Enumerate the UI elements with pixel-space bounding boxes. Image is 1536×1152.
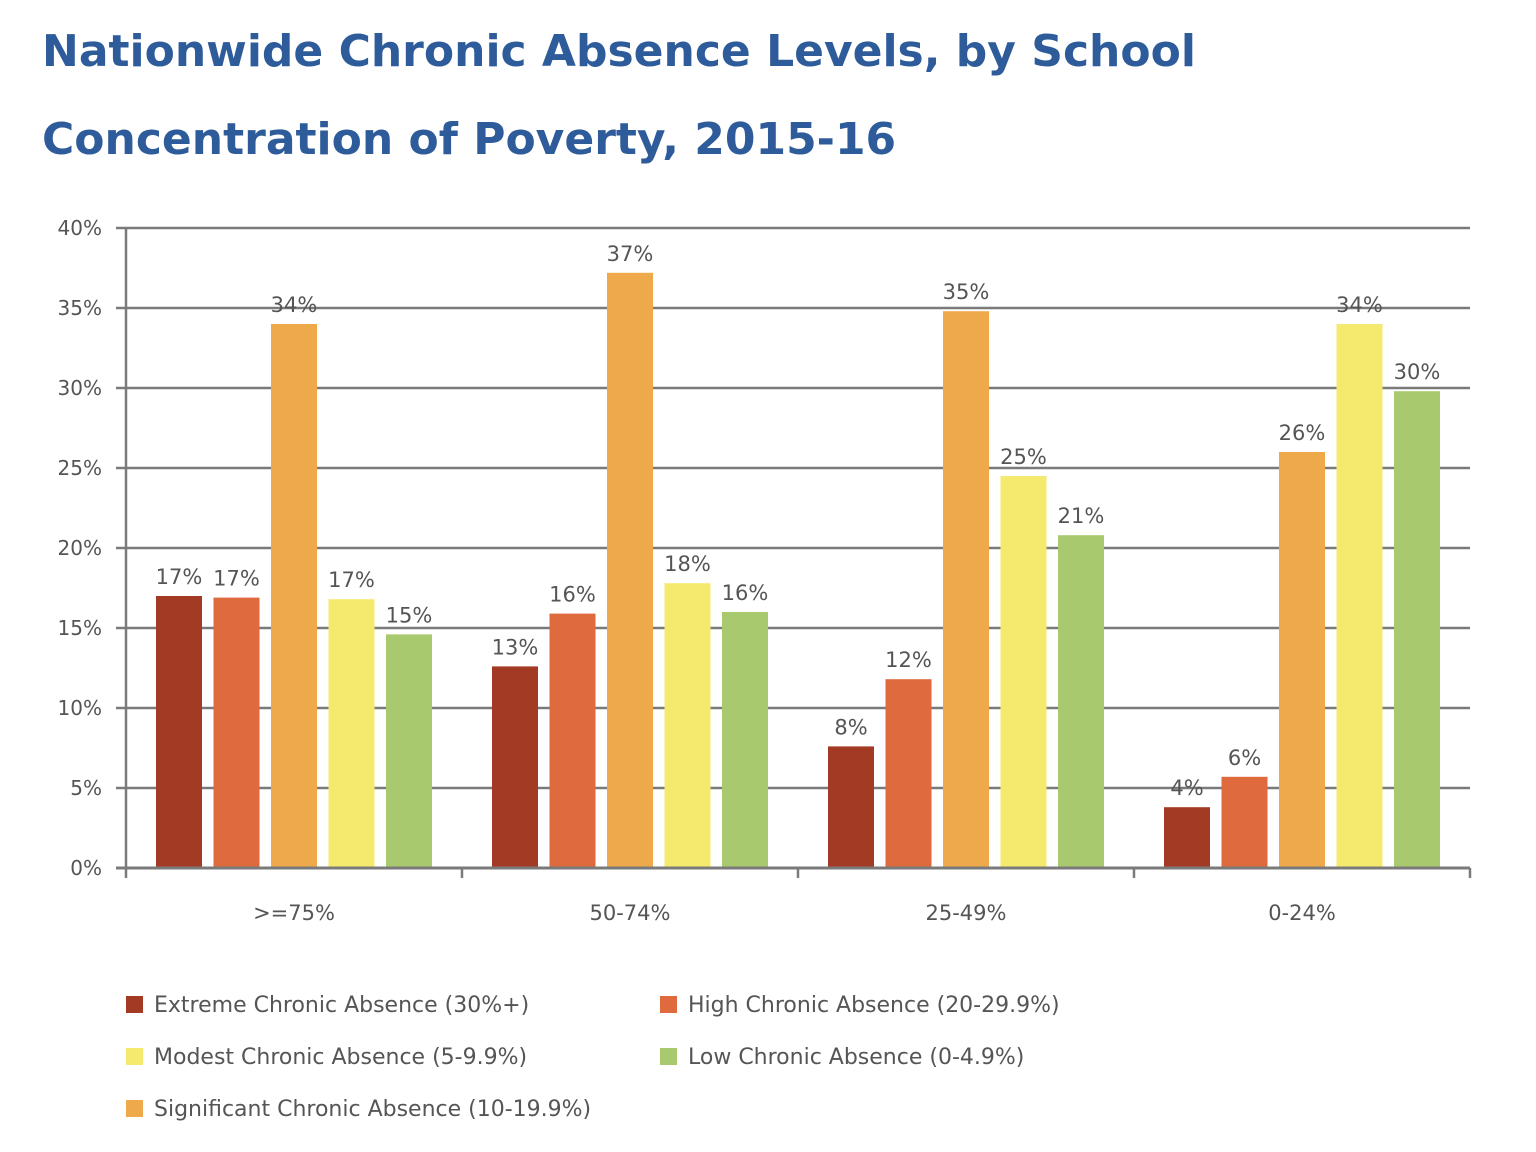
bar <box>1336 324 1383 868</box>
bar <box>271 324 317 868</box>
bar <box>386 634 432 868</box>
y-tick-label: 35% <box>58 296 102 320</box>
data-label: 16% <box>549 583 596 607</box>
y-tick-label: 25% <box>58 456 102 480</box>
bar <box>549 613 596 868</box>
legend-label: Extreme Chronic Absence (30%+) <box>154 993 529 1018</box>
y-tick-label: 15% <box>58 616 102 640</box>
legend-label: Modest Chronic Absence (5-9.9%) <box>154 1045 527 1070</box>
data-label: 21% <box>1058 504 1105 528</box>
y-tick-label: 5% <box>70 776 102 800</box>
axes: 0% 5% 10% 15% 20% 25% 30% 35% 40% >=75% 50-74% 25-4… <box>58 216 1472 925</box>
data-label: 25% <box>1000 445 1047 469</box>
data-label: 18% <box>664 552 711 576</box>
bar <box>943 311 989 868</box>
legend-swatch <box>126 996 143 1013</box>
legend-label: Low Chronic Absence (0-4.9%) <box>688 1045 1024 1070</box>
data-label: 8% <box>834 715 867 739</box>
bar <box>664 583 711 868</box>
bar <box>607 272 653 868</box>
legend-swatch <box>660 996 677 1013</box>
data-label: 4% <box>1170 776 1203 800</box>
bar <box>1279 452 1325 868</box>
bar <box>885 679 932 868</box>
data-label: 17% <box>156 565 203 589</box>
y-tick-label: 20% <box>58 536 102 560</box>
data-label: 34% <box>1336 293 1383 317</box>
data-label: 26% <box>1279 421 1326 445</box>
legend: Extreme Chronic Absence (30%+) High Chron… <box>126 993 1060 1122</box>
x-category-label: 0-24% <box>1268 901 1336 925</box>
data-label: 13% <box>492 635 539 659</box>
legend-swatch <box>126 1100 143 1117</box>
legend-label: Significant Chronic Absence (10-19.9%) <box>154 1097 591 1122</box>
bar <box>492 666 538 868</box>
legend-swatch <box>660 1048 677 1065</box>
bar <box>1000 476 1047 868</box>
data-label: 16% <box>722 581 769 605</box>
data-label: 6% <box>1228 746 1261 770</box>
y-tick-label: 30% <box>58 376 102 400</box>
bar <box>828 746 874 868</box>
data-label: 12% <box>885 648 932 672</box>
bar <box>722 612 768 868</box>
data-label: 15% <box>386 603 433 627</box>
data-label: 34% <box>271 293 318 317</box>
data-label: 17% <box>213 567 260 591</box>
bar <box>1164 807 1210 868</box>
bar <box>1221 776 1268 868</box>
x-category-label: >=75% <box>253 901 335 925</box>
bar <box>328 599 375 868</box>
bar <box>1058 535 1104 868</box>
bars <box>156 272 1440 868</box>
data-label: 37% <box>607 242 654 266</box>
gridlines <box>126 226 1470 790</box>
legend-swatch <box>126 1048 143 1065</box>
y-tick-label: 0% <box>70 856 102 880</box>
y-tick-label: 10% <box>58 696 102 720</box>
data-labels: 17% 13% 8% 4% 17% 16% 12% 6% 34% 37% 35% 26% 17% 18% 2… <box>156 242 1441 800</box>
data-label: 35% <box>943 280 990 304</box>
chart-title: Nationwide Chronic Absence Levels, by Sc… <box>42 26 1196 165</box>
data-label: 17% <box>328 568 375 592</box>
x-category-label: 50-74% <box>590 901 671 925</box>
legend-label: High Chronic Absence (20-29.9%) <box>688 993 1060 1018</box>
data-label: 30% <box>1394 360 1441 384</box>
bar <box>156 596 202 868</box>
y-tick-label: 40% <box>58 216 102 240</box>
bar <box>1394 391 1440 868</box>
x-category-label: 25-49% <box>926 901 1007 925</box>
bar <box>213 597 260 868</box>
